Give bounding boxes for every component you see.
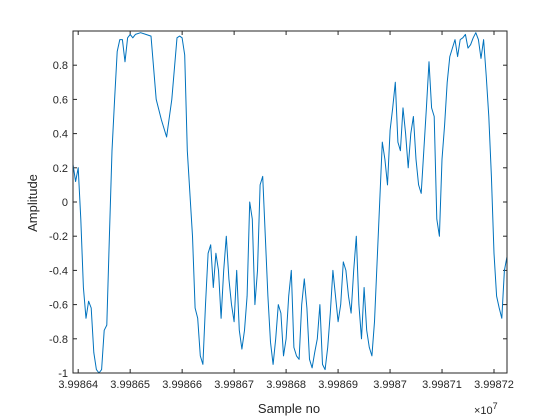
- y-tick-label: -1: [58, 368, 68, 380]
- y-tick-label: -0.4: [49, 265, 68, 277]
- x-axis-multiplier-exponent: 7: [493, 401, 498, 411]
- x-tick-label: 3.99866: [162, 379, 202, 391]
- series-line: [72, 32, 508, 374]
- x-tick-label: 3.99865: [110, 379, 150, 391]
- y-axis-ticks: -1 -0.8 -0.6 -0.4 -0.2 0 0.2 0.4 0.6 0.8: [49, 60, 507, 380]
- y-tick-label: 0.8: [53, 60, 68, 72]
- y-tick-label: -0.6: [49, 300, 68, 312]
- x-axis-label: Sample no: [258, 401, 320, 416]
- x-tick-label: 3.99864: [58, 379, 98, 391]
- y-tick-label: -0.8: [49, 334, 68, 346]
- axes-box: [72, 30, 508, 374]
- y-axis-label: Amplitude: [25, 174, 40, 232]
- y-tick-label: 0.4: [53, 129, 68, 141]
- x-tick-label: 3.99868: [266, 379, 306, 391]
- x-tick-label: 3.99872: [474, 379, 514, 391]
- x-tick-label: 3.99869: [318, 379, 358, 391]
- x-tick-label: 3.99871: [422, 379, 462, 391]
- x-axis-multiplier: ×107: [474, 401, 498, 417]
- y-tick-label: 0.2: [53, 163, 68, 175]
- y-tick-label: -0.2: [49, 231, 68, 243]
- x-tick-label: 3.9987: [373, 379, 407, 391]
- y-tick-label: 0: [62, 197, 68, 209]
- y-tick-label: 0.6: [53, 94, 68, 106]
- x-tick-label: 3.99867: [214, 379, 254, 391]
- x-axis-multiplier-base: ×10: [474, 405, 493, 417]
- x-axis-ticks: 3.99864 3.99865 3.99866 3.99867 3.99868 3.998…: [58, 31, 514, 391]
